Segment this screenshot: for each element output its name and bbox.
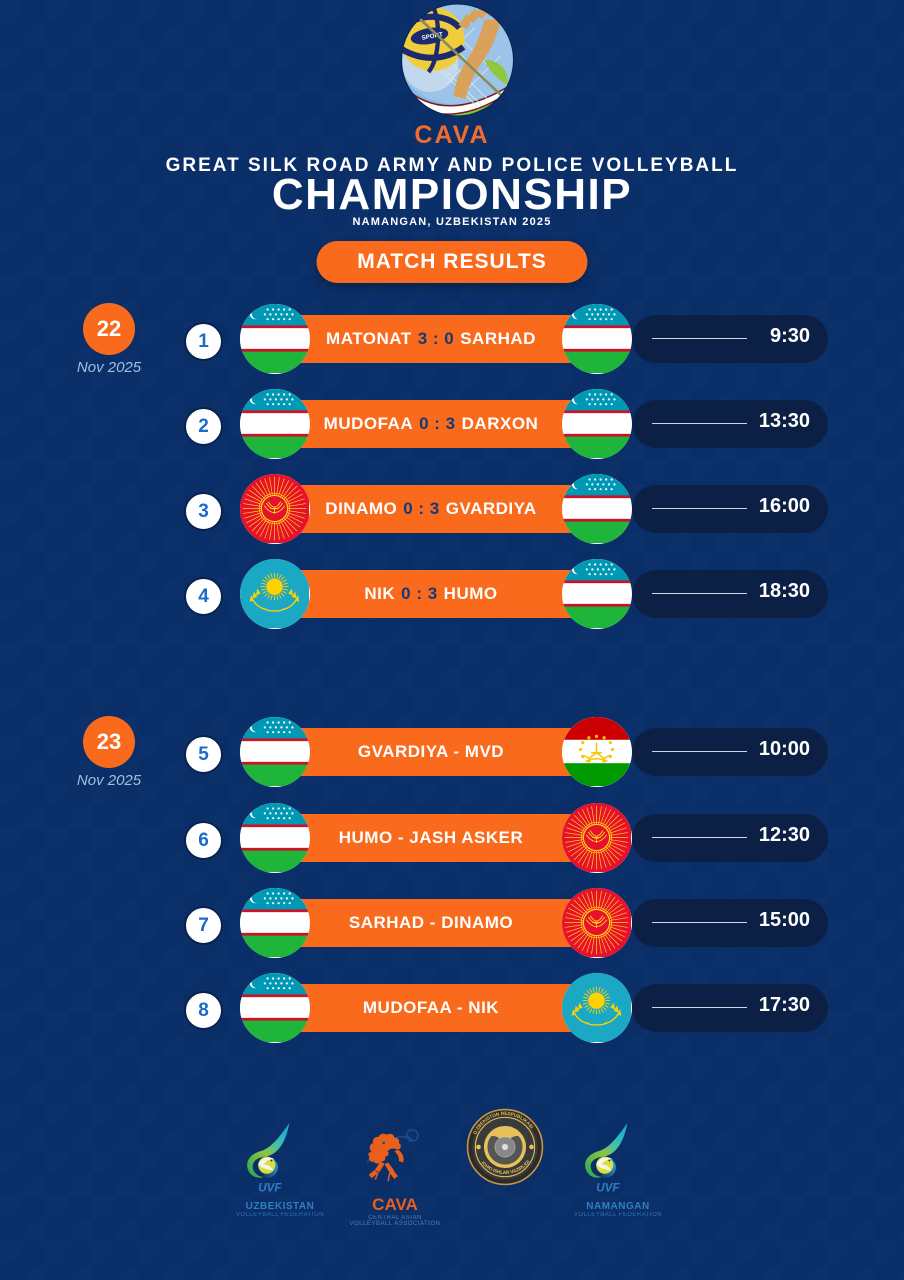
svg-text:UVF: UVF <box>258 1182 282 1194</box>
svg-text:UVF: UVF <box>596 1182 620 1194</box>
